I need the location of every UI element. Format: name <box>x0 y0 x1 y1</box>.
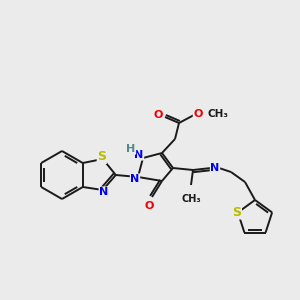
Text: CH₃: CH₃ <box>181 194 201 204</box>
Text: S: S <box>232 206 242 219</box>
Text: O: O <box>144 201 154 211</box>
Text: O: O <box>193 109 203 119</box>
Text: S: S <box>97 151 106 164</box>
Text: N: N <box>99 187 108 197</box>
Text: N: N <box>130 174 140 184</box>
Text: N: N <box>134 150 144 160</box>
Text: O: O <box>153 110 163 120</box>
Text: CH₃: CH₃ <box>208 109 229 119</box>
Text: N: N <box>210 163 220 173</box>
Text: H: H <box>126 144 136 154</box>
